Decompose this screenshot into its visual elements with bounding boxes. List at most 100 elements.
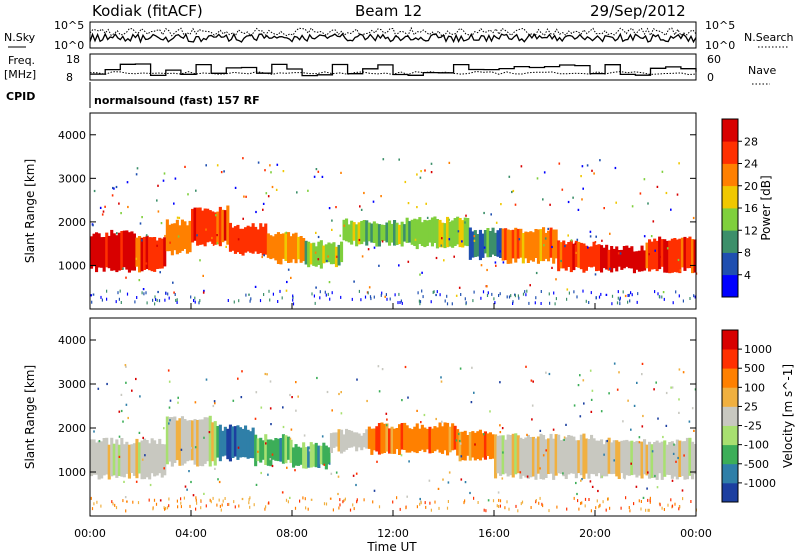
near-range-point bbox=[344, 497, 346, 501]
scatter-point bbox=[520, 165, 523, 168]
scatter-point bbox=[551, 245, 553, 249]
scatter-point bbox=[270, 171, 272, 174]
echo-cell-4-11 bbox=[319, 445, 323, 465]
scatter-point bbox=[416, 173, 418, 176]
echo-cell-2-4 bbox=[226, 428, 230, 460]
near-range-point bbox=[176, 301, 178, 304]
near-range-point bbox=[311, 292, 313, 296]
scatter-point bbox=[573, 404, 576, 407]
scatter-point bbox=[240, 396, 243, 399]
scatter-point bbox=[442, 478, 444, 481]
scatter-point bbox=[267, 195, 270, 198]
echo-cell-6-14 bbox=[403, 422, 407, 450]
near-range-point bbox=[248, 498, 250, 502]
echo-cell-8-11 bbox=[370, 223, 374, 243]
near-range-point bbox=[631, 293, 633, 297]
scatter-point bbox=[326, 259, 328, 263]
echo-cell-11-5 bbox=[514, 227, 518, 263]
near-range-point bbox=[233, 500, 235, 504]
near-range-point bbox=[342, 500, 344, 504]
near-range-point bbox=[596, 499, 598, 503]
scatter-point bbox=[630, 462, 632, 465]
near-range-point bbox=[314, 301, 316, 305]
scatter-point bbox=[416, 206, 418, 209]
scatter-point bbox=[310, 498, 313, 501]
y-tick-label: 4000 bbox=[58, 334, 86, 347]
echo-cell-11-12 bbox=[531, 232, 535, 262]
echo-cell-10-3 bbox=[476, 234, 480, 257]
scatter-point bbox=[665, 424, 668, 427]
scatter-point bbox=[583, 402, 585, 405]
near-range-point bbox=[126, 292, 129, 296]
echo-cell-12-2 bbox=[562, 240, 566, 269]
echo-cell-2-1 bbox=[218, 424, 222, 462]
echo-cell-9-37 bbox=[688, 437, 692, 476]
colorbar-tick-label: -1000 bbox=[744, 477, 776, 490]
near-range-point bbox=[360, 298, 362, 302]
scatter-point bbox=[126, 181, 129, 184]
echo-cell-0-3 bbox=[97, 233, 101, 268]
scatter-point bbox=[500, 203, 502, 206]
colorbar-swatch bbox=[722, 230, 738, 253]
power-y-ticks: 4000 3000 2000 1000 bbox=[58, 129, 696, 272]
near-range-point bbox=[568, 291, 570, 295]
near-range-point bbox=[238, 299, 240, 303]
scatter-point bbox=[455, 294, 458, 297]
near-range-point bbox=[137, 501, 140, 505]
scatter-point bbox=[188, 470, 190, 473]
scatter-point bbox=[97, 387, 100, 390]
near-range-point bbox=[611, 302, 613, 306]
scatter-point bbox=[525, 365, 527, 368]
echo-cell-8-12 bbox=[372, 221, 376, 243]
echo-cell-2-6 bbox=[150, 237, 154, 272]
near-range-point bbox=[420, 501, 422, 505]
scatter-point bbox=[199, 259, 201, 262]
near-range-point bbox=[269, 298, 271, 302]
near-range-point bbox=[473, 496, 475, 500]
echo-cell-0-18 bbox=[135, 438, 139, 479]
near-range-point bbox=[373, 295, 375, 299]
near-range-point bbox=[510, 294, 512, 298]
scatter-point bbox=[135, 257, 138, 260]
scatter-point bbox=[597, 489, 599, 493]
echo-cell-3-10 bbox=[279, 438, 283, 462]
echo-cell-9-19 bbox=[453, 218, 457, 246]
near-range-point bbox=[678, 507, 680, 511]
near-range-point bbox=[444, 299, 446, 303]
echo-cell-9-14 bbox=[441, 222, 445, 248]
echo-cell-0-25 bbox=[153, 440, 157, 477]
echo-cell-1-17 bbox=[208, 415, 212, 467]
echo-cell-11-18 bbox=[547, 230, 551, 262]
scatter-point bbox=[615, 201, 617, 204]
echo-cell-8-20 bbox=[544, 439, 548, 478]
echo-cell-0-2 bbox=[95, 232, 99, 273]
near-range-point bbox=[472, 299, 474, 303]
velocity-colorbar-swatches bbox=[722, 330, 738, 503]
scatter-point bbox=[215, 214, 217, 217]
scatter-point bbox=[448, 218, 450, 221]
scatter-point bbox=[368, 286, 371, 289]
echo-cell-8-1 bbox=[345, 218, 349, 242]
velocity-colorbar-frame bbox=[721, 329, 739, 503]
scatter-point bbox=[377, 365, 380, 368]
y-tick-label: 1000 bbox=[58, 466, 86, 479]
colorbar-swatch bbox=[722, 387, 738, 407]
scatter-point bbox=[483, 211, 485, 215]
echo-cell-1-9 bbox=[188, 420, 192, 461]
echo-cell-6-27 bbox=[435, 427, 439, 450]
near-range-point bbox=[158, 299, 161, 303]
colorbar-tick-label: 12 bbox=[744, 224, 758, 237]
near-range-point bbox=[506, 500, 508, 504]
echo-cell-9-10 bbox=[620, 440, 624, 474]
near-range-point bbox=[521, 500, 524, 504]
date-title: 29/Sep/2012 bbox=[590, 2, 686, 20]
echo-cell-3-1 bbox=[256, 438, 260, 462]
scatter-point bbox=[594, 273, 597, 276]
echo-cell-5-3 bbox=[337, 429, 341, 452]
scatter-point bbox=[282, 170, 285, 173]
echo-cell-10-4 bbox=[478, 229, 482, 261]
scatter-point bbox=[177, 235, 180, 238]
x-axis-label: Time UT bbox=[366, 540, 417, 554]
near-range-point bbox=[146, 301, 148, 305]
near-range-point bbox=[625, 496, 627, 500]
